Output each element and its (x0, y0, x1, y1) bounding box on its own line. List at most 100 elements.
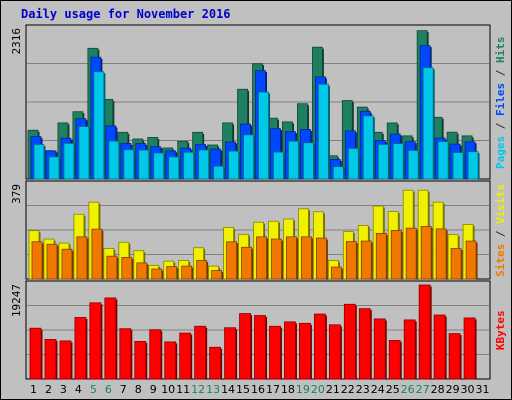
bar-sites-day-19 (301, 236, 312, 280)
bar-kbytes-day-10 (164, 341, 177, 380)
x-tick-label-day-22: 22 (341, 383, 355, 396)
x-tick-label-day-17: 17 (266, 383, 280, 396)
bar-sites-day-6 (106, 255, 118, 280)
x-tick-label-day-3: 3 (60, 383, 67, 396)
x-tick-label-day-5: 5 (90, 383, 97, 396)
x-tick-label-day-9: 9 (150, 383, 157, 396)
bar-sites-day-9 (151, 268, 163, 280)
bar-pages-day-16 (258, 91, 269, 180)
bar-pages-day-3 (63, 143, 75, 180)
bar-sites-day-13 (211, 270, 223, 280)
bar-sites-day-20 (315, 237, 327, 280)
bar-sites-day-24 (375, 232, 387, 280)
legend-entry: Hits (494, 37, 507, 64)
bar-kbytes-day-6 (104, 297, 117, 380)
bar-pages-day-15 (243, 134, 254, 180)
bar-kbytes-day-23 (358, 308, 371, 380)
bar-pages-day-4 (78, 126, 90, 180)
bar-pages-day-30 (467, 151, 479, 180)
bar-kbytes-day-17 (269, 325, 281, 380)
bar-kbytes-day-27 (418, 284, 431, 380)
x-tick-label-day-12: 12 (191, 383, 205, 396)
bar-kbytes-day-11 (179, 332, 192, 380)
bar-sites-day-30 (465, 240, 477, 280)
bar-kbytes-day-2 (44, 339, 57, 380)
x-tick-label-day-18: 18 (281, 383, 295, 396)
bar-pages-day-27 (422, 67, 434, 180)
bar-sites-day-26 (405, 227, 417, 280)
bar-pages-day-18 (288, 140, 299, 180)
legend-entry: / (494, 63, 507, 83)
x-tick-label-day-14: 14 (221, 383, 235, 396)
bar-kbytes-day-4 (74, 317, 87, 380)
bar-pages-day-1 (33, 144, 45, 180)
bar-kbytes-day-28 (433, 314, 446, 380)
bar-sites-day-8 (136, 262, 148, 280)
bar-sites-day-29 (450, 248, 462, 280)
bar-pages-day-14 (228, 150, 239, 180)
bar-pages-day-24 (377, 144, 389, 180)
x-tick-label-day-29: 29 (446, 383, 460, 396)
bar-kbytes-day-24 (373, 318, 386, 380)
bar-kbytes-day-21 (328, 324, 341, 380)
bar-kbytes-day-25 (388, 340, 401, 380)
x-tick-label-day-20: 20 (311, 383, 325, 396)
bar-pages-day-22 (347, 148, 359, 180)
bar-pages-day-13 (213, 165, 225, 180)
x-tick-label-day-21: 21 (326, 383, 340, 396)
legend-entry: Files (494, 83, 507, 116)
bar-sites-day-27 (420, 226, 432, 280)
bar-pages-day-20 (317, 83, 329, 180)
x-tick-label-day-1: 1 (30, 383, 37, 396)
x-tick-label-day-15: 15 (236, 383, 250, 396)
bar-sites-day-5 (91, 228, 103, 280)
bar-kbytes-day-18 (284, 321, 296, 380)
bar-sites-day-21 (330, 266, 342, 280)
x-tick-label-day-28: 28 (431, 383, 445, 396)
legend-entry: KBytes (494, 310, 507, 350)
bar-pages-day-8 (138, 149, 150, 180)
bar-pages-day-6 (108, 140, 120, 180)
bar-kbytes-day-30 (463, 317, 476, 380)
bar-kbytes-day-15 (239, 313, 251, 380)
bar-kbytes-day-13 (209, 346, 222, 380)
bar-sites-day-10 (166, 266, 178, 280)
chart-title: Daily usage for November 2016 (21, 7, 231, 21)
legend-kbytes: KBytes (494, 310, 507, 350)
bar-pages-day-12 (198, 149, 210, 180)
bar-pages-day-26 (407, 150, 419, 180)
bar-pages-day-28 (437, 141, 449, 180)
bar-kbytes-day-20 (313, 313, 326, 380)
bar-sites-day-14 (226, 241, 237, 280)
bar-kbytes-day-22 (343, 303, 356, 380)
bar-kbytes-day-29 (448, 333, 461, 380)
x-tick-label-day-6: 6 (105, 383, 112, 396)
bar-sites-day-2 (46, 243, 58, 280)
bar-sites-day-4 (76, 236, 88, 280)
legend-entry: Visits (494, 184, 507, 224)
x-tick-label-day-7: 7 (120, 383, 127, 396)
bar-pages-day-9 (153, 152, 165, 180)
bar-pages-day-10 (168, 156, 180, 180)
bar-kbytes-day-3 (59, 340, 72, 380)
bar-sites-day-23 (360, 240, 372, 280)
legend-hits-files-pages: Pages / Files / Hits (494, 37, 507, 170)
bar-pages-day-21 (332, 166, 344, 180)
bar-kbytes-day-19 (299, 322, 311, 380)
bar-sites-day-17 (271, 238, 282, 280)
bar-pages-day-11 (183, 151, 195, 180)
scale-label-hits-files-pages: 2316 (10, 28, 23, 55)
bar-pages-day-2 (48, 156, 60, 180)
x-tick-label-day-27: 27 (416, 383, 430, 396)
x-tick-label-day-31: 31 (476, 383, 490, 396)
bar-kbytes-day-26 (403, 319, 416, 380)
x-tick-label-day-23: 23 (356, 383, 370, 396)
bar-kbytes-day-1 (29, 327, 42, 380)
bar-kbytes-day-9 (149, 329, 162, 380)
bar-sites-day-16 (256, 236, 267, 280)
bar-sites-day-28 (435, 228, 447, 280)
x-tick-label-day-26: 26 (401, 383, 415, 396)
legend-entry: / (494, 116, 507, 136)
bar-sites-day-18 (286, 236, 297, 280)
